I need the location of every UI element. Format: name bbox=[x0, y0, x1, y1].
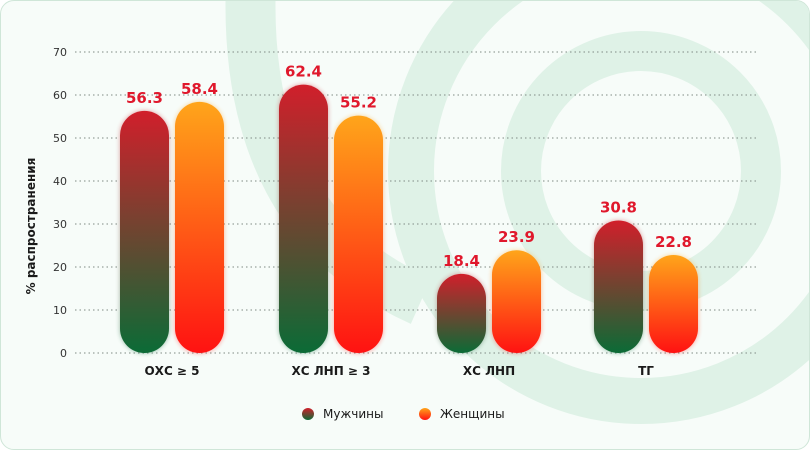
value-label-male: 30.8 bbox=[600, 199, 637, 217]
y-tick-label: 20 bbox=[53, 261, 67, 274]
value-label-male: 62.4 bbox=[285, 63, 322, 81]
y-tick-label: 70 bbox=[53, 46, 67, 59]
value-label-male: 56.3 bbox=[126, 89, 163, 107]
category-label: ОХС ≥ 5 bbox=[144, 364, 199, 378]
value-label-female: 23.9 bbox=[498, 228, 535, 246]
y-tick-label: 0 bbox=[60, 347, 67, 360]
category-label: ХС ЛНП bbox=[463, 364, 515, 378]
y-tick-label: 60 bbox=[53, 89, 67, 102]
category-label: ХС ЛНП ≥ 3 bbox=[291, 364, 370, 378]
legend-item-female[interactable]: Женщины bbox=[419, 407, 505, 421]
legend-swatch-male bbox=[302, 408, 314, 420]
value-labels: 56.3 58.4 62.4 55.2 18.4 23.9 30.8 22.8 bbox=[126, 63, 692, 270]
bars bbox=[120, 84, 698, 354]
legend-item-male[interactable]: Мужчины bbox=[302, 407, 383, 421]
value-label-female: 58.4 bbox=[181, 80, 218, 98]
y-tick-label: 40 bbox=[53, 175, 67, 188]
legend-label-female: Женщины bbox=[440, 407, 505, 421]
value-label-female: 22.8 bbox=[655, 233, 692, 251]
y-axis-label: % распространения bbox=[24, 158, 38, 295]
bar-male[interactable] bbox=[594, 220, 643, 353]
decor-ring-large bbox=[388, 1, 809, 424]
bar-female[interactable] bbox=[175, 101, 224, 353]
y-tick-label: 50 bbox=[53, 132, 67, 145]
category-label: ТГ bbox=[638, 364, 654, 378]
bar-female[interactable] bbox=[649, 254, 698, 353]
legend: Мужчины Женщины bbox=[302, 407, 505, 421]
y-tick-label: 10 bbox=[53, 304, 67, 317]
value-label-male: 18.4 bbox=[443, 252, 480, 270]
bar-male[interactable] bbox=[279, 84, 328, 354]
value-label-female: 55.2 bbox=[340, 94, 377, 112]
legend-label-male: Мужчины bbox=[323, 407, 383, 421]
y-tick-label: 30 bbox=[53, 218, 67, 231]
bar-male[interactable] bbox=[120, 110, 169, 353]
legend-swatch-female bbox=[419, 408, 431, 420]
y-axis-ticks: 0 10 20 30 40 50 60 70 bbox=[53, 46, 67, 360]
category-labels: ОХС ≥ 5 ХС ЛНП ≥ 3 ХС ЛНП ТГ bbox=[144, 364, 654, 378]
bar-female[interactable] bbox=[334, 115, 383, 353]
bar-female[interactable] bbox=[492, 250, 541, 353]
bar-male[interactable] bbox=[437, 273, 486, 353]
